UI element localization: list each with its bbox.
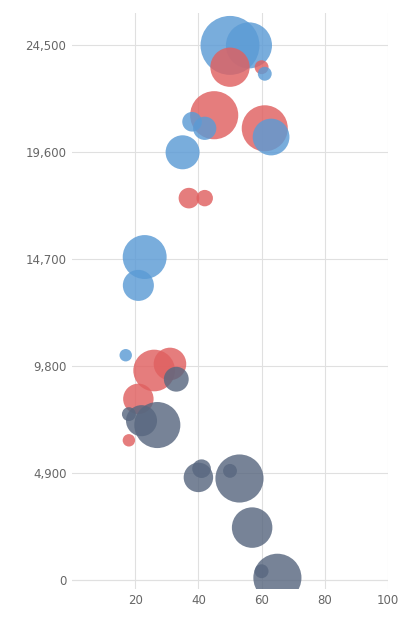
Point xyxy=(262,123,268,134)
Point xyxy=(227,62,233,72)
Point xyxy=(138,416,145,426)
Point xyxy=(180,147,186,158)
Point xyxy=(126,409,132,419)
Point xyxy=(202,193,208,203)
Point xyxy=(268,132,274,142)
Point xyxy=(154,420,160,430)
Point xyxy=(249,522,255,532)
Point xyxy=(258,566,265,576)
Point xyxy=(142,252,148,262)
Point xyxy=(227,466,233,476)
Point xyxy=(135,394,142,404)
Point xyxy=(167,359,173,369)
Point xyxy=(122,350,129,360)
Point xyxy=(186,193,192,203)
Point xyxy=(211,110,218,120)
Point xyxy=(258,62,265,72)
Point xyxy=(236,473,243,484)
Point xyxy=(151,365,157,375)
Point xyxy=(195,472,202,482)
Point xyxy=(202,123,208,134)
Point xyxy=(227,41,233,51)
Point xyxy=(246,41,252,51)
Point xyxy=(135,280,142,291)
Point xyxy=(173,374,180,384)
Point xyxy=(274,573,281,583)
Point xyxy=(198,463,205,473)
Point xyxy=(126,436,132,446)
Point xyxy=(262,69,268,79)
Point xyxy=(189,116,195,127)
